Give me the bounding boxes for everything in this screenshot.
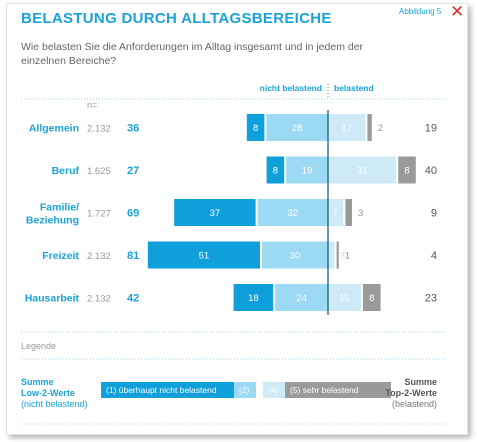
legend-item-5: (5) sehr belastend [285,382,391,398]
figure-label: Abbildung 5 [399,7,442,16]
bar-seg2 [286,156,328,184]
legend-item-2: (2) [234,382,256,398]
bar-label-seg5: 2 [378,123,383,134]
bar-label-seg1: 8 [253,123,258,134]
bar-seg1 [266,156,285,184]
bar-seg4 [328,284,361,311]
bar-seg5 [345,199,352,226]
bar-seg5 [363,284,381,311]
bar-label-seg5: 8 [404,166,409,177]
bar-label-seg4: 31 [357,166,368,177]
bar-label-seg5: 8 [369,293,374,304]
bar-label-seg2: 28 [292,123,303,134]
n-value: 2.132 [87,251,111,262]
bar-seg2 [266,114,328,141]
bar-seg2 [257,199,328,226]
bar-label-seg1: 51 [199,251,210,262]
n-value: 2.132 [87,294,111,305]
sum-right-value: 23 [425,293,437,305]
legend-title: Legende [21,341,57,351]
sum-right-value: 19 [425,123,437,135]
n-value: 1.727 [87,209,111,220]
bar-seg2 [262,241,328,269]
sum-left-value: 36 [127,123,139,135]
bar-seg2 [275,284,328,311]
bar-seg4 [328,199,344,226]
bar-seg1 [246,114,265,141]
bar-label-seg4: 7 [333,208,338,219]
bar-label-seg2: 30 [290,251,301,262]
sum-left-value: 42 [127,293,139,305]
chart-title: BELASTUNG DURCH ALLTAGSBEREICHE [21,10,332,27]
legend-sum-right: Summe Top-2-Werte (belastend) [385,377,437,410]
bar-seg5 [367,114,372,141]
n-label: n= [87,100,97,110]
category-label: Familie/ [40,202,79,214]
sum-right-value: 9 [431,208,437,220]
bar-seg1 [174,199,256,226]
legend-sum-right-title-1: Summe [404,377,437,387]
diverging-bar-chart: nicht belastend belastend n= Allgemein 2.132… [21,83,447,425]
bar-seg5 [336,241,339,269]
bar-label-seg1: 18 [248,293,259,304]
header-belastend: belastend [334,83,374,93]
legend-sum-left-title-1: Summe [21,377,54,387]
bar-label-seg1: 37 [210,208,221,219]
n-value: 1.625 [87,166,111,177]
figure-frame: BELASTUNG DURCH ALLTAGSBEREICHE Abbildun… [6,3,468,435]
sum-right-value: 40 [425,165,437,177]
category-label: Allgemein [29,123,79,135]
sum-left-value: 69 [127,208,139,220]
sum-left-value: 81 [127,250,139,262]
category-label: Hausarbeit [25,293,80,305]
bar-label-seg5: 1 [345,251,350,262]
bar-label-seg5: 3 [358,208,363,219]
bar-label-seg2: 19 [302,166,313,177]
bar-label-seg2: 24 [296,293,307,304]
bar-label-seg4: 3 [340,251,345,262]
sum-left-value: 27 [127,165,139,177]
bar-label-seg4: 15 [339,293,350,304]
legend-sum-left-title-2: Low-2-Werte [21,388,75,398]
legend-sum-right-title-2: Top-2-Werte [385,388,437,398]
category-label: Beruf [52,165,80,177]
category-label: Freizeit [42,250,79,262]
bar-label-seg1: 8 [273,166,278,177]
bar-seg5 [398,156,416,184]
legend-sum-right-sub: (belastend) [391,399,437,409]
bar-seg4 [328,156,397,184]
legend-sum-left: Summe Low-2-Werte (nicht belastend) [21,377,88,410]
bar-seg4 [328,114,366,141]
bar-label-seg4: 17 [341,123,352,134]
legend-item-4: (4) [263,382,285,398]
category-label: Beziehung [26,215,79,227]
bar-label-seg2: 32 [288,208,299,219]
legend-sum-left-sub: (nicht belastend) [21,399,88,409]
close-icon[interactable]: ✕ [450,3,465,21]
n-value: 2.132 [87,124,111,135]
bar-seg1 [233,284,274,311]
chart-question: Wie belasten Sie die Anforderungen im Al… [21,41,364,67]
bar-seg4 [328,241,335,269]
sum-right-value: 4 [431,250,437,262]
legend-item-1: (1) überhaupt nicht belastend [101,382,234,398]
header-nicht-belastend: nicht belastend [260,83,322,93]
bar-seg1 [147,241,260,269]
